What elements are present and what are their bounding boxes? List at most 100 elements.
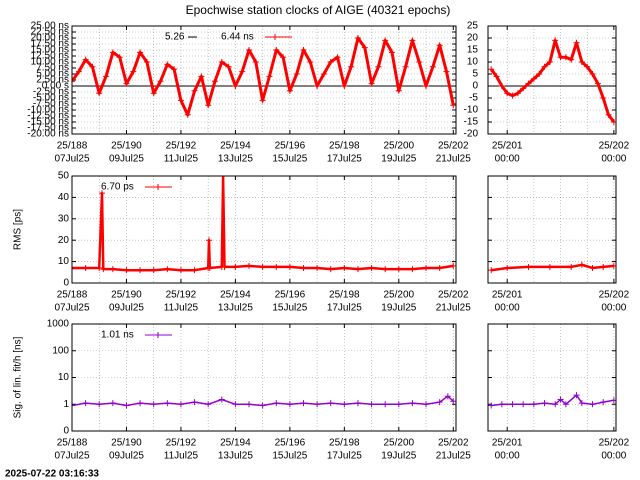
x-tick-label: 25/192	[166, 141, 197, 152]
x-tick-date: 00:00	[601, 451, 626, 462]
point-marker	[239, 68, 246, 75]
x-tick-label: 25/192	[166, 438, 197, 449]
point-marker	[252, 59, 259, 65]
x-tick-label: 25/188	[57, 438, 88, 449]
point-marker	[423, 265, 430, 272]
point-marker	[546, 59, 553, 65]
point-marker	[320, 71, 327, 77]
point-marker	[314, 83, 321, 89]
legend-label: 6.44 ns	[221, 32, 254, 43]
point-marker	[498, 83, 505, 89]
point-marker	[205, 401, 212, 408]
point-marker	[562, 54, 569, 61]
point-marker	[361, 44, 368, 51]
point-marker	[600, 263, 607, 270]
x-tick-date: 07Jul25	[54, 451, 89, 462]
x-tick-label: 25/202	[599, 438, 630, 449]
y-tick-label: 20.00 ns	[31, 33, 69, 44]
y-tick-label: 50	[58, 171, 70, 182]
series-group	[72, 176, 456, 274]
point-marker	[450, 102, 456, 109]
x-tick-label: 25/202	[599, 290, 630, 301]
x-tick-date: 17Jul25	[327, 154, 362, 165]
x-tick-label: 25/188	[57, 290, 88, 301]
point-marker	[164, 400, 171, 407]
point-marker	[578, 261, 585, 268]
legend-sample	[155, 184, 161, 190]
point-marker	[205, 102, 212, 109]
y-tick-label: -2.50 ns	[33, 87, 69, 98]
point-marker	[530, 401, 537, 408]
point-marker	[314, 401, 321, 408]
y-tick-label: 25.00 ns	[31, 21, 69, 32]
x-tick-label: 25/196	[275, 141, 306, 152]
x-tick-date: 15Jul25	[272, 303, 307, 314]
point-marker	[488, 66, 495, 73]
panel-frame	[487, 323, 617, 432]
x-tick-date: 17Jul25	[327, 303, 362, 314]
point-marker	[409, 37, 416, 44]
panel-frame	[71, 25, 457, 135]
x-tick-label: 25/202	[599, 141, 630, 152]
x-tick-date: 09Jul25	[109, 154, 144, 165]
y-tick-label: -15	[464, 117, 479, 128]
x-tick-date: 17Jul25	[327, 451, 362, 462]
point-marker	[530, 75, 537, 82]
x-tick-date: 07Jul25	[54, 154, 89, 165]
point-marker	[150, 267, 157, 274]
point-marker	[177, 401, 184, 408]
point-marker	[423, 401, 430, 408]
point-marker	[205, 237, 212, 244]
y-tick-label: 2.50 ns	[36, 75, 69, 86]
x-tick-date: 00:00	[495, 451, 520, 462]
point-marker	[259, 402, 266, 409]
series-group	[72, 35, 456, 118]
point-marker	[232, 401, 239, 408]
point-marker	[568, 263, 575, 270]
point-marker	[198, 73, 205, 80]
point-marker	[191, 267, 198, 274]
point-marker	[436, 265, 443, 272]
point-marker	[89, 63, 96, 70]
point-marker	[286, 263, 293, 270]
x-tick-label: 25/200	[384, 290, 415, 301]
point-marker	[409, 400, 416, 407]
series-group	[488, 37, 616, 125]
x-tick-date: 15Jul25	[272, 154, 307, 165]
point-marker	[493, 73, 500, 80]
y-tick-label: 0	[472, 81, 478, 92]
point-marker	[444, 393, 451, 400]
panel-frame	[71, 323, 457, 432]
x-tick-label: 25/198	[329, 438, 360, 449]
point-marker	[594, 80, 601, 87]
point-marker	[246, 401, 253, 408]
y-tick-label: -17.50 ns	[27, 123, 69, 134]
point-marker	[109, 400, 116, 407]
point-marker	[225, 63, 232, 70]
point-marker	[218, 396, 225, 403]
point-marker	[109, 49, 116, 56]
y-tick-label: -5.00 ns	[33, 93, 69, 104]
point-marker	[443, 68, 450, 75]
point-marker	[402, 63, 409, 70]
point-marker	[375, 63, 382, 70]
y-tick-label: 17.50 ns	[31, 39, 69, 50]
panel-frame	[71, 175, 457, 284]
point-marker	[137, 400, 144, 407]
series-group	[72, 393, 456, 409]
point-marker	[300, 265, 307, 272]
point-marker	[157, 78, 164, 85]
point-marker	[246, 47, 253, 53]
panel-frame	[487, 175, 617, 284]
point-marker	[82, 265, 89, 272]
point-marker	[206, 265, 213, 272]
panel: 0 10 20 30 40 50 25/188 07Jul25 25/190 09Jul25 25/…	[13, 171, 472, 314]
y-tick-label: 12.50 ns	[31, 51, 69, 62]
point-marker	[96, 401, 103, 408]
x-tick-label: 25/201	[492, 141, 523, 152]
point-marker	[177, 267, 184, 274]
point-marker	[191, 87, 198, 94]
y-tick-label: -15.00 ns	[27, 117, 69, 128]
